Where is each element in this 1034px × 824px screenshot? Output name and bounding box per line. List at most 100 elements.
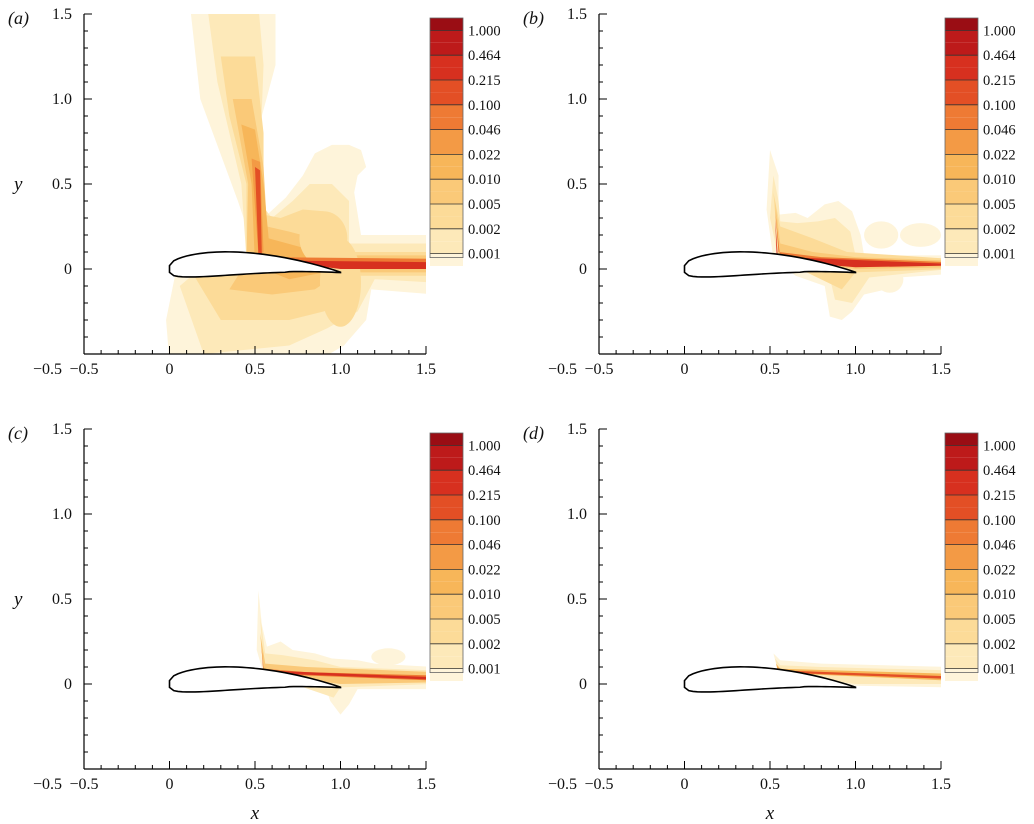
airfoil-outline: [168, 251, 342, 278]
y-tick-label: 1.0: [567, 91, 587, 108]
colorbar-segment: [945, 569, 978, 582]
colorbar-tick-label: 0.001: [983, 247, 1016, 263]
colorbar-frame: [429, 432, 464, 674]
y-tick-label-bottom: −0.5: [548, 776, 577, 793]
colorbar-tick-label: 0.100: [983, 513, 1016, 529]
colorbar-tick-label: 0.215: [983, 488, 1016, 504]
colorbar-segment: [945, 532, 978, 545]
colorbar-segment: [430, 606, 463, 619]
colorbar-tick-label: 1.000: [468, 23, 501, 39]
x-tick-label: 0.5: [245, 361, 265, 378]
y-tick-label: 0.5: [52, 176, 72, 193]
colorbar-tick-label: 0.215: [468, 488, 501, 504]
colorbar-segment: [945, 643, 978, 657]
y-tick-label: 0: [579, 676, 587, 693]
x-axis-label: x: [765, 803, 775, 824]
colorbar-segment: [945, 482, 978, 495]
x-tick-label: 1.0: [846, 361, 866, 378]
colorbar-tick-label: 0.464: [983, 48, 1016, 64]
colorbar-segment: [945, 166, 978, 180]
panel-label: (b): [523, 8, 544, 29]
colorbar-tick-label: 1.000: [983, 438, 1016, 454]
y-tick-label-bottom: −0.5: [548, 361, 577, 378]
colorbar-tick-label: 0.001: [468, 662, 501, 678]
y-axis-label: y: [12, 174, 23, 195]
colorbar-tick-label: 0.046: [468, 123, 501, 139]
colorbar-segment: [430, 104, 463, 118]
colorbar-segment: [945, 117, 978, 130]
colorbar-segment: [430, 179, 463, 192]
contour-level-0.215: [261, 650, 426, 680]
colorbar-tick-label: 0.215: [983, 73, 1016, 89]
y-axis-label: y: [12, 589, 23, 610]
contour-field: [256, 590, 426, 715]
x-axis-label: x: [250, 803, 260, 824]
colorbar-segment: [945, 544, 978, 557]
x-tick-label: 1.5: [416, 361, 436, 378]
x-tick-label: 0.5: [760, 776, 780, 793]
contour-field: [766, 150, 941, 320]
contour-level-0.010: [260, 633, 426, 684]
colorbar-tick-label: 0.464: [983, 463, 1016, 479]
colorbar: 1.000 0.464 0.215 0.100 0.046 0.022 0.010 0.005…: [429, 432, 501, 681]
colorbar-segment: [945, 154, 978, 167]
colorbar-segment: [945, 18, 978, 31]
colorbar-segment: [430, 55, 463, 68]
colorbar-segment: [430, 470, 463, 483]
colorbar-segment: [430, 433, 463, 446]
contour-level-0.100: [776, 667, 941, 679]
colorbar-tick-label: 0.100: [983, 98, 1016, 114]
colorbar-segment: [945, 581, 978, 595]
colorbar-segment: [430, 30, 463, 43]
colorbar-segment: [945, 656, 978, 669]
colorbar-segment: [430, 457, 463, 471]
colorbar-segment: [430, 80, 463, 93]
colorbar-tick-label: 0.022: [468, 562, 501, 578]
panel-c: −0.5 0 0.5 1.0 1.5 1.5 1.0 0.5 0 −0.5 (c) y x 1.000 0.…: [8, 421, 501, 824]
colorbar-segment: [430, 544, 463, 557]
panel-label: (d): [523, 423, 544, 444]
colorbar-tick-label: 0.005: [983, 612, 1016, 628]
x-tick-label: 1.0: [846, 776, 866, 793]
y-tick-label: 0.5: [567, 176, 587, 193]
colorbar-tick-label: 0.046: [983, 123, 1016, 139]
colorbar-tick-label: 0.005: [983, 197, 1016, 213]
colorbar-segment: [430, 253, 463, 266]
colorbar-segment: [430, 18, 463, 31]
y-tick-label: 1.0: [567, 506, 587, 523]
colorbar-segment: [945, 241, 978, 254]
colorbar-tick-label: 0.010: [983, 172, 1016, 188]
colorbar-tick-label: 0.046: [983, 538, 1016, 554]
x-tick-label: 0: [166, 361, 174, 378]
contour-field: [166, 14, 426, 354]
colorbar-segment: [430, 631, 463, 644]
x-tick-label: 1.5: [931, 361, 951, 378]
upper-wake-blob: [864, 221, 899, 249]
colorbar-segment: [945, 179, 978, 192]
colorbar-segment: [430, 42, 463, 56]
colorbar-tick-label: 0.046: [468, 538, 501, 554]
colorbar-tick-label: 0.002: [983, 637, 1016, 653]
colorbar-segment: [430, 507, 463, 520]
panel-b: −0.5 0 0.5 1.0 1.5 1.5 1.0 0.5 0 −0.5 (b) 1.000 0.46…: [523, 6, 1016, 378]
colorbar-segment: [430, 228, 463, 242]
x-tick-label: 1.0: [331, 776, 351, 793]
colorbar-segment: [430, 482, 463, 495]
airfoil-outline: [683, 251, 857, 278]
colorbar-segment: [945, 216, 978, 229]
colorbar-tick-label: 0.022: [983, 562, 1016, 578]
airfoil-outline: [168, 666, 342, 693]
colorbar-segment: [430, 495, 463, 508]
y-tick-label: 1.0: [52, 91, 72, 108]
y-tick-label: 1.5: [567, 6, 587, 23]
colorbar: 1.000 0.464 0.215 0.100 0.046 0.022 0.010 0.005…: [429, 17, 501, 266]
y-tick-label: 0: [64, 676, 72, 693]
colorbar-tick-label: 0.005: [468, 197, 501, 213]
colorbar-tick-label: 0.022: [983, 147, 1016, 163]
colorbar-tick-label: 0.002: [468, 637, 501, 653]
colorbar-segment: [430, 92, 463, 105]
colorbar-segment: [945, 30, 978, 43]
colorbar-segment: [430, 154, 463, 167]
panel-label: (a): [8, 8, 29, 29]
